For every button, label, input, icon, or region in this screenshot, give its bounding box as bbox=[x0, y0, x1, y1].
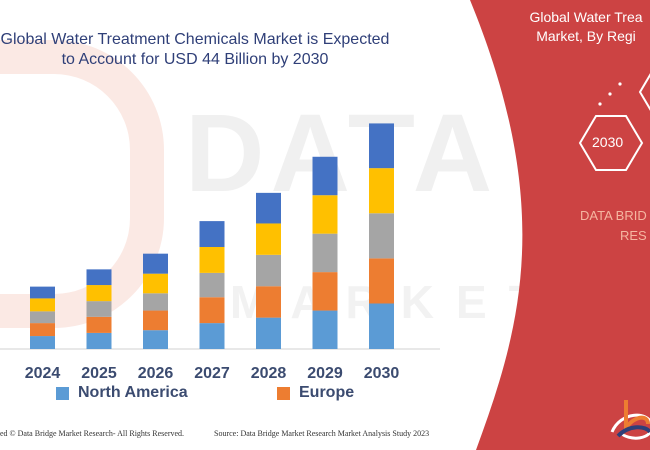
bar-2025-segment-4 bbox=[86, 269, 112, 286]
bar-2027-segment-4 bbox=[199, 221, 225, 247]
bar-2026-segment-0 bbox=[143, 330, 168, 349]
side-panel bbox=[470, 0, 650, 450]
bar-2028-segment-2 bbox=[256, 254, 281, 287]
bar-2030-segment-3 bbox=[369, 168, 394, 214]
hexagon-2030 bbox=[578, 115, 644, 171]
bar-2030-segment-0 bbox=[369, 303, 394, 349]
bar-2030-segment-1 bbox=[369, 258, 394, 304]
panel-brand: DATA BRID RES bbox=[580, 206, 647, 246]
bar-2027-segment-3 bbox=[199, 247, 225, 273]
bar-2027-segment-0 bbox=[199, 323, 225, 349]
bar-2029-segment-2 bbox=[312, 233, 338, 273]
bar-2025-segment-0 bbox=[86, 332, 112, 349]
x-tick-group: 32024202520262027202820292030 bbox=[25, 365, 400, 382]
dot-decoration bbox=[608, 92, 612, 96]
dot-decoration bbox=[618, 82, 622, 86]
bar-2026-segment-1 bbox=[143, 310, 168, 331]
x-tick-label-2027: 2027 bbox=[194, 365, 230, 382]
bar-2026-segment-4 bbox=[143, 253, 168, 274]
x-tick-label-2026: 2026 bbox=[138, 365, 174, 382]
bar-2029-segment-1 bbox=[312, 272, 338, 311]
bar-2026-segment-3 bbox=[143, 273, 168, 294]
bar-2030-segment-2 bbox=[369, 213, 394, 259]
bar-2025-segment-1 bbox=[86, 316, 112, 333]
bar-stack-group bbox=[30, 123, 394, 349]
chart-title: Global Water Treatment Chemicals Market … bbox=[0, 31, 390, 68]
legend-label: Europe bbox=[299, 384, 355, 401]
x-tick-label-2028: 2028 bbox=[251, 365, 287, 382]
bar-2029-segment-3 bbox=[312, 195, 338, 234]
bar-2024-segment-0 bbox=[30, 336, 55, 349]
legend-swatch-europe bbox=[277, 386, 290, 400]
bar-2027-segment-1 bbox=[199, 297, 225, 324]
legend-swatch-north-america bbox=[56, 386, 69, 400]
bar-2029-segment-0 bbox=[312, 310, 338, 349]
copyright-text: ed © Data Bridge Market Research- All Ri… bbox=[0, 429, 185, 438]
dot-decoration bbox=[598, 102, 602, 106]
bar-2024-segment-4 bbox=[30, 286, 55, 299]
panel-title: Global Water Trea Market, By Regi bbox=[506, 8, 650, 46]
legend-item-europe: Europe bbox=[277, 384, 354, 402]
bar-2024-segment-1 bbox=[30, 323, 55, 337]
x-tick-label-2030: 2030 bbox=[364, 365, 400, 382]
bar-2025-segment-3 bbox=[86, 285, 112, 302]
bar-2025-segment-2 bbox=[86, 301, 112, 317]
bar-2026-segment-2 bbox=[143, 293, 168, 311]
x-tick-label-2025: 2025 bbox=[81, 365, 117, 382]
bar-2027-segment-2 bbox=[199, 272, 225, 298]
legend-item-north-america: North America bbox=[56, 384, 188, 402]
bar-2029-segment-4 bbox=[312, 156, 338, 196]
bar-2028-segment-4 bbox=[256, 192, 281, 224]
bar-2024-segment-2 bbox=[30, 311, 55, 324]
bar-2028-segment-1 bbox=[256, 286, 281, 318]
source-text: Source: Data Bridge Market Research Mark… bbox=[214, 429, 430, 438]
bar-2028-segment-0 bbox=[256, 317, 281, 349]
panel-title-line2: Market, By Regi bbox=[536, 28, 636, 44]
x-tick-label-2024: 2024 bbox=[25, 365, 61, 382]
panel-brand-line1: DATA BRID bbox=[580, 208, 647, 223]
panel-title-line1: Global Water Trea bbox=[529, 9, 643, 25]
bar-2030-segment-4 bbox=[369, 123, 394, 169]
brand-logo bbox=[610, 400, 650, 440]
x-tick-label-2029: 2029 bbox=[307, 365, 343, 382]
panel-year-label: 2030 bbox=[592, 134, 624, 150]
panel-brand-line2: RES bbox=[620, 228, 647, 243]
bar-2028-segment-3 bbox=[256, 223, 281, 255]
bar-2024-segment-3 bbox=[30, 298, 55, 312]
legend-label: North America bbox=[78, 384, 188, 401]
